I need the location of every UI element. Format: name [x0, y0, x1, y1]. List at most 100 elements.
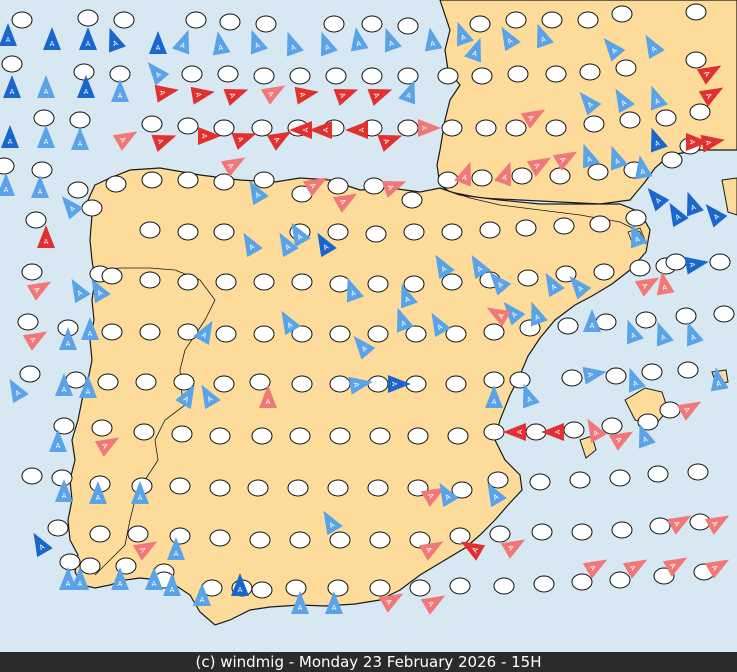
wind-flag-glyph: A — [654, 196, 663, 205]
wind-flag-glyph: A — [430, 40, 436, 49]
wind-marker: A — [167, 537, 185, 560]
calm-marker — [511, 167, 533, 185]
wind-marker: A — [94, 437, 120, 457]
wind-flag-shape — [243, 232, 263, 258]
calm-marker — [327, 177, 349, 195]
calm-marker — [81, 199, 103, 217]
wind-flag-shape — [656, 271, 675, 296]
wind-marker: A — [377, 134, 403, 152]
wind-flag-shape — [579, 92, 602, 116]
wind-flag-shape — [582, 366, 607, 385]
wind-marker: A — [634, 277, 660, 297]
wind-flag-glyph: A — [152, 580, 157, 588]
wind-flag-shape — [260, 85, 286, 105]
wind-flag-shape — [615, 88, 635, 114]
wind-marker: A — [291, 591, 309, 614]
wind-flag-glyph: A — [8, 138, 13, 146]
calm-marker — [177, 171, 199, 189]
wind-marker: A — [79, 27, 97, 50]
wind-flag-glyph: A — [298, 92, 307, 98]
wind-flag-glyph: A — [308, 182, 317, 190]
wind-flag-shape — [345, 121, 368, 139]
wind-flag-shape — [55, 373, 73, 396]
wind-flag-glyph: A — [710, 564, 719, 572]
wind-flag-shape — [628, 367, 646, 393]
calm-marker — [47, 519, 69, 537]
wind-flag-shape — [77, 75, 95, 98]
calm-marker — [363, 177, 385, 195]
wind-flag-glyph: A — [158, 90, 167, 96]
calm-marker — [209, 479, 231, 497]
wind-flag-shape — [520, 109, 546, 129]
calm-marker — [471, 169, 493, 187]
wind-flag-glyph: A — [324, 43, 331, 52]
calm-marker — [609, 469, 631, 487]
wind-flag-glyph: A — [322, 127, 330, 132]
calm-marker — [471, 67, 493, 85]
calm-marker — [213, 375, 235, 393]
calm-marker — [659, 401, 681, 419]
wind-marker: A — [320, 31, 338, 57]
wind-flag-glyph: A — [248, 243, 256, 252]
wind-flag-shape — [587, 418, 607, 444]
wind-flag-shape — [582, 559, 608, 579]
footer-credit-text: (c) windmig - Monday 23 February 2026 - … — [195, 653, 542, 671]
wind-flag-shape — [193, 320, 213, 346]
calm-marker — [397, 67, 419, 85]
wind-flag-shape — [454, 161, 472, 187]
calm-marker — [583, 115, 605, 133]
wind-flag-shape — [650, 85, 668, 111]
wind-flag-glyph: A — [194, 92, 203, 98]
wind-marker: A — [220, 157, 246, 177]
wind-flag-glyph: A — [76, 289, 84, 298]
wind-marker: A — [59, 327, 77, 350]
wind-flag-glyph: A — [510, 310, 519, 319]
wind-marker: A — [353, 336, 376, 360]
calm-marker — [73, 63, 95, 81]
wind-flag-shape — [1, 125, 19, 148]
wind-flag-shape — [650, 127, 668, 153]
calm-marker — [329, 375, 351, 393]
calm-marker — [545, 65, 567, 83]
wind-flag-glyph: A — [620, 99, 628, 108]
wind-flag-shape — [145, 567, 163, 590]
wind-flag-glyph: A — [471, 49, 478, 58]
wind-flag-shape — [201, 384, 221, 410]
calm-marker — [185, 11, 207, 29]
calm-marker — [251, 427, 273, 445]
wind-flag-shape — [676, 401, 702, 421]
wind-flag-shape — [325, 591, 343, 614]
calm-marker — [449, 527, 471, 545]
calm-marker — [675, 307, 697, 325]
wind-flag-shape — [530, 301, 548, 327]
wind-map: A A A A A A A A A A A A A A A A A A A A A A A A A A A A A A A A A A A A A A A A… — [0, 0, 737, 626]
wind-flag-glyph: A — [38, 188, 43, 196]
wind-flag-shape — [163, 573, 181, 596]
wind-flag-shape — [353, 336, 376, 360]
wind-flag-glyph: A — [179, 41, 186, 50]
calm-marker — [441, 119, 463, 137]
calm-marker — [571, 523, 593, 541]
wind-flag-shape — [71, 127, 89, 150]
wind-flag-glyph: A — [118, 92, 123, 100]
wind-flag-shape — [494, 161, 512, 187]
wind-flag-glyph: A — [674, 213, 682, 222]
wind-flag-shape — [26, 281, 52, 301]
wind-flag-glyph: A — [372, 92, 381, 99]
calm-marker — [483, 423, 505, 441]
calm-marker — [611, 5, 633, 23]
wind-marker: A — [279, 232, 299, 258]
calm-marker — [139, 221, 161, 239]
calm-marker — [553, 217, 575, 235]
calm-marker — [483, 323, 505, 341]
calm-marker — [437, 67, 459, 85]
calm-marker — [557, 317, 579, 335]
wind-flag-shape — [439, 482, 459, 508]
wind-marker: A — [541, 423, 564, 441]
wind-flag-shape — [541, 423, 564, 441]
wind-marker: A — [420, 487, 446, 507]
wind-flag-shape — [193, 583, 211, 606]
wind-marker: A — [435, 254, 455, 280]
calm-marker — [21, 263, 43, 281]
wind-flag-shape — [250, 29, 268, 55]
